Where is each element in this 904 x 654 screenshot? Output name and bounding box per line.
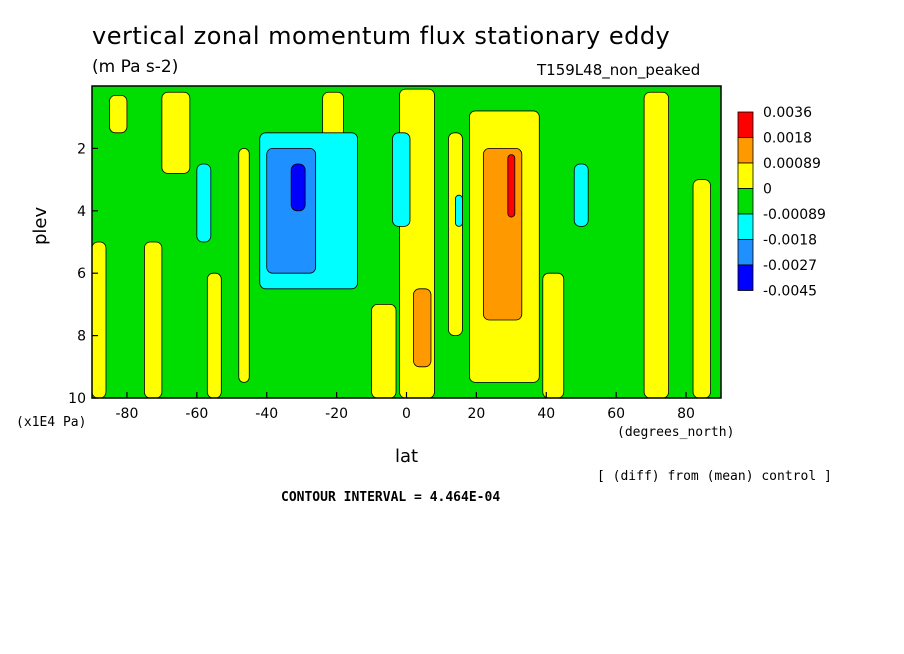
legend-label: 0.00089	[763, 156, 821, 172]
legend-label: -0.0027	[763, 258, 817, 274]
legend-label: 0	[763, 182, 772, 198]
legend-swatch	[737, 162, 754, 189]
contour-region	[448, 132, 463, 337]
contour-region	[692, 179, 711, 398]
x-axis-units: (degrees_north)	[617, 425, 735, 440]
x-axis-label: lat	[395, 446, 419, 467]
legend-swatch	[737, 239, 754, 266]
y-axis-units: (x1E4 Pa)	[16, 415, 87, 430]
contour-region	[92, 241, 107, 398]
diff-note: [ (diff) from (mean) control ]	[597, 469, 832, 484]
y-tick-label: 4	[77, 204, 86, 220]
legend-label: -0.0018	[763, 233, 817, 249]
legend-swatch	[737, 264, 754, 291]
chart-title: vertical zonal momentum flux stationary …	[92, 22, 671, 50]
y-axis-label: plev	[30, 206, 51, 245]
contour-region	[392, 132, 411, 227]
x-tick-label: 0	[402, 406, 411, 422]
legend-swatch	[737, 137, 754, 164]
legend-swatch	[737, 213, 754, 240]
y-tick-label: 6	[77, 266, 86, 282]
contour-region	[206, 272, 222, 398]
contour-region	[643, 91, 669, 398]
legend-label: 0.0018	[763, 131, 812, 147]
x-tick-label: -40	[255, 406, 278, 422]
contour-region	[161, 91, 191, 174]
contour-region	[455, 194, 463, 227]
contour-region	[413, 288, 432, 368]
contour-region	[109, 94, 128, 134]
contour-region	[196, 163, 212, 243]
contour-region	[573, 163, 589, 227]
contour-interval: CONTOUR INTERVAL = 4.464E-04	[281, 490, 501, 505]
y-tick-label: 2	[77, 141, 86, 157]
x-tick-label: 40	[537, 406, 555, 422]
run-name: T159L48_non_peaked	[537, 61, 701, 79]
x-tick-label: -60	[185, 406, 208, 422]
legend-swatch	[737, 188, 754, 215]
y-tick-label: 8	[77, 329, 86, 345]
contour-region	[482, 147, 523, 321]
x-tick-label: 60	[607, 406, 625, 422]
contour-region	[238, 147, 250, 383]
contour-region	[542, 272, 565, 398]
contour-region	[266, 147, 317, 274]
x-tick-label: -80	[116, 406, 139, 422]
x-tick-label: 80	[677, 406, 695, 422]
contour-region	[371, 304, 397, 398]
contour-region	[507, 154, 516, 218]
chart-units: (m Pa s-2)	[92, 57, 179, 77]
y-tick-label: 10	[68, 391, 86, 407]
legend-label: -0.0045	[763, 284, 817, 300]
legend-label: -0.00089	[763, 207, 826, 223]
x-tick-label: -20	[325, 406, 348, 422]
contour-region	[144, 241, 163, 398]
x-tick-label: 20	[467, 406, 485, 422]
legend-label: 0.0036	[763, 105, 812, 121]
legend-swatch	[737, 111, 754, 138]
contour-region	[290, 163, 306, 212]
